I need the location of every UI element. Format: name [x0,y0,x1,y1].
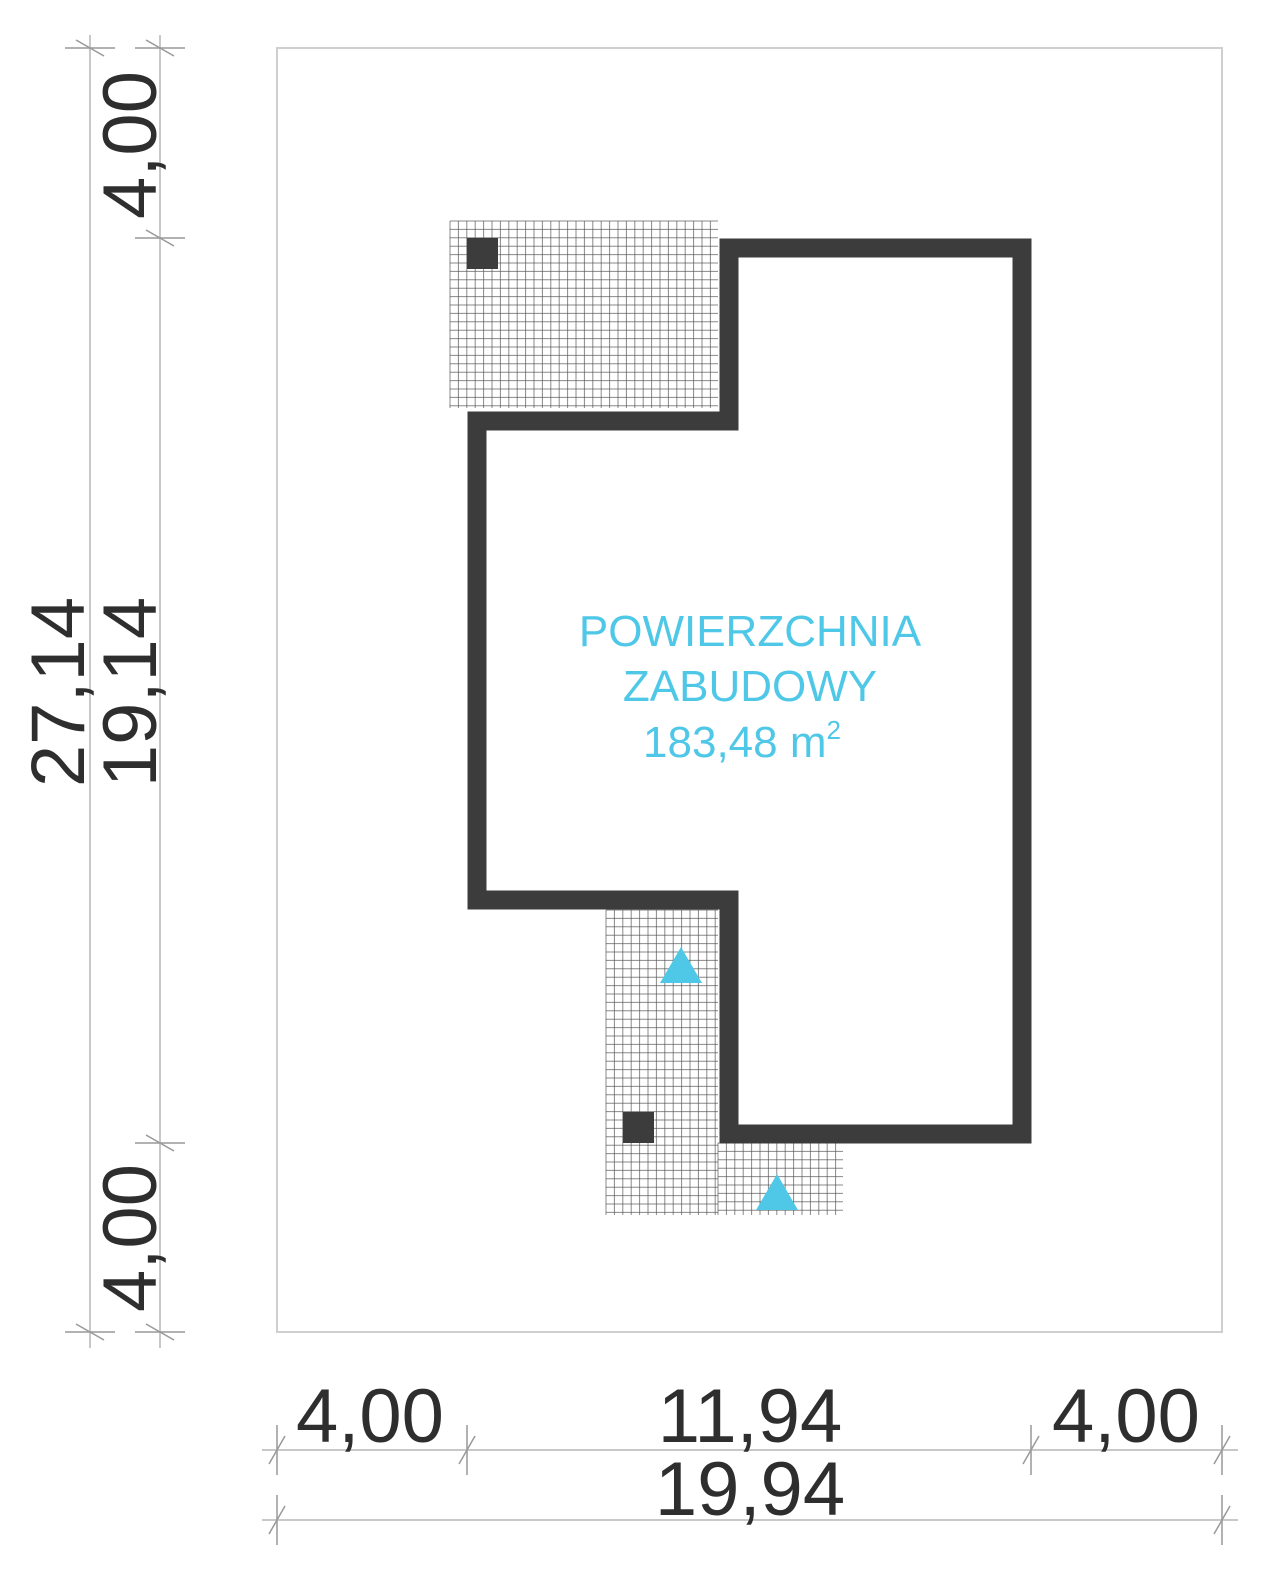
dimension-ticks [65,39,1231,1545]
dim-bottom-right: 4,00 [1052,1374,1200,1459]
dim-bottom-building: 11,94 [658,1374,843,1459]
area-label-line2: ZABUDOWY [623,662,877,711]
dimension-tick [1213,1505,1231,1535]
dimension-tick [145,39,175,57]
column-bottom [623,1112,654,1143]
dimension-lines [89,35,1238,1521]
dimension-tick [268,1435,286,1465]
dimension-tick [458,1435,476,1465]
dim-bottom-left: 4,00 [296,1374,444,1459]
terrace-bottom [605,909,718,1215]
dimension-tick [75,39,105,57]
dimension-tick [1022,1435,1040,1465]
dimension-tick [145,1134,175,1152]
building-outline [467,238,1032,1144]
entrance-triangle-icon [756,1174,798,1210]
dimension-tick [145,1323,175,1341]
dimension-tick [268,1505,286,1535]
dim-left-total: 27,14 [16,597,101,787]
dim-left-building: 19,14 [88,597,173,787]
dim-left-top: 4,00 [88,71,173,219]
dim-left-bottom: 4,00 [88,1164,173,1312]
plot-boundary [276,47,1223,1333]
entrance-triangle-icon [660,947,702,983]
area-label-line1: POWIERZCHNIA [579,607,922,656]
column-top [467,238,498,269]
dimension-tick [1213,1435,1231,1465]
dim-bottom-total: 19,94 [655,1447,845,1532]
dimension-tick [145,229,175,247]
terrace-top [449,220,718,408]
area-value: 183,48 m2 [643,715,841,767]
dimension-tick [75,1323,105,1341]
